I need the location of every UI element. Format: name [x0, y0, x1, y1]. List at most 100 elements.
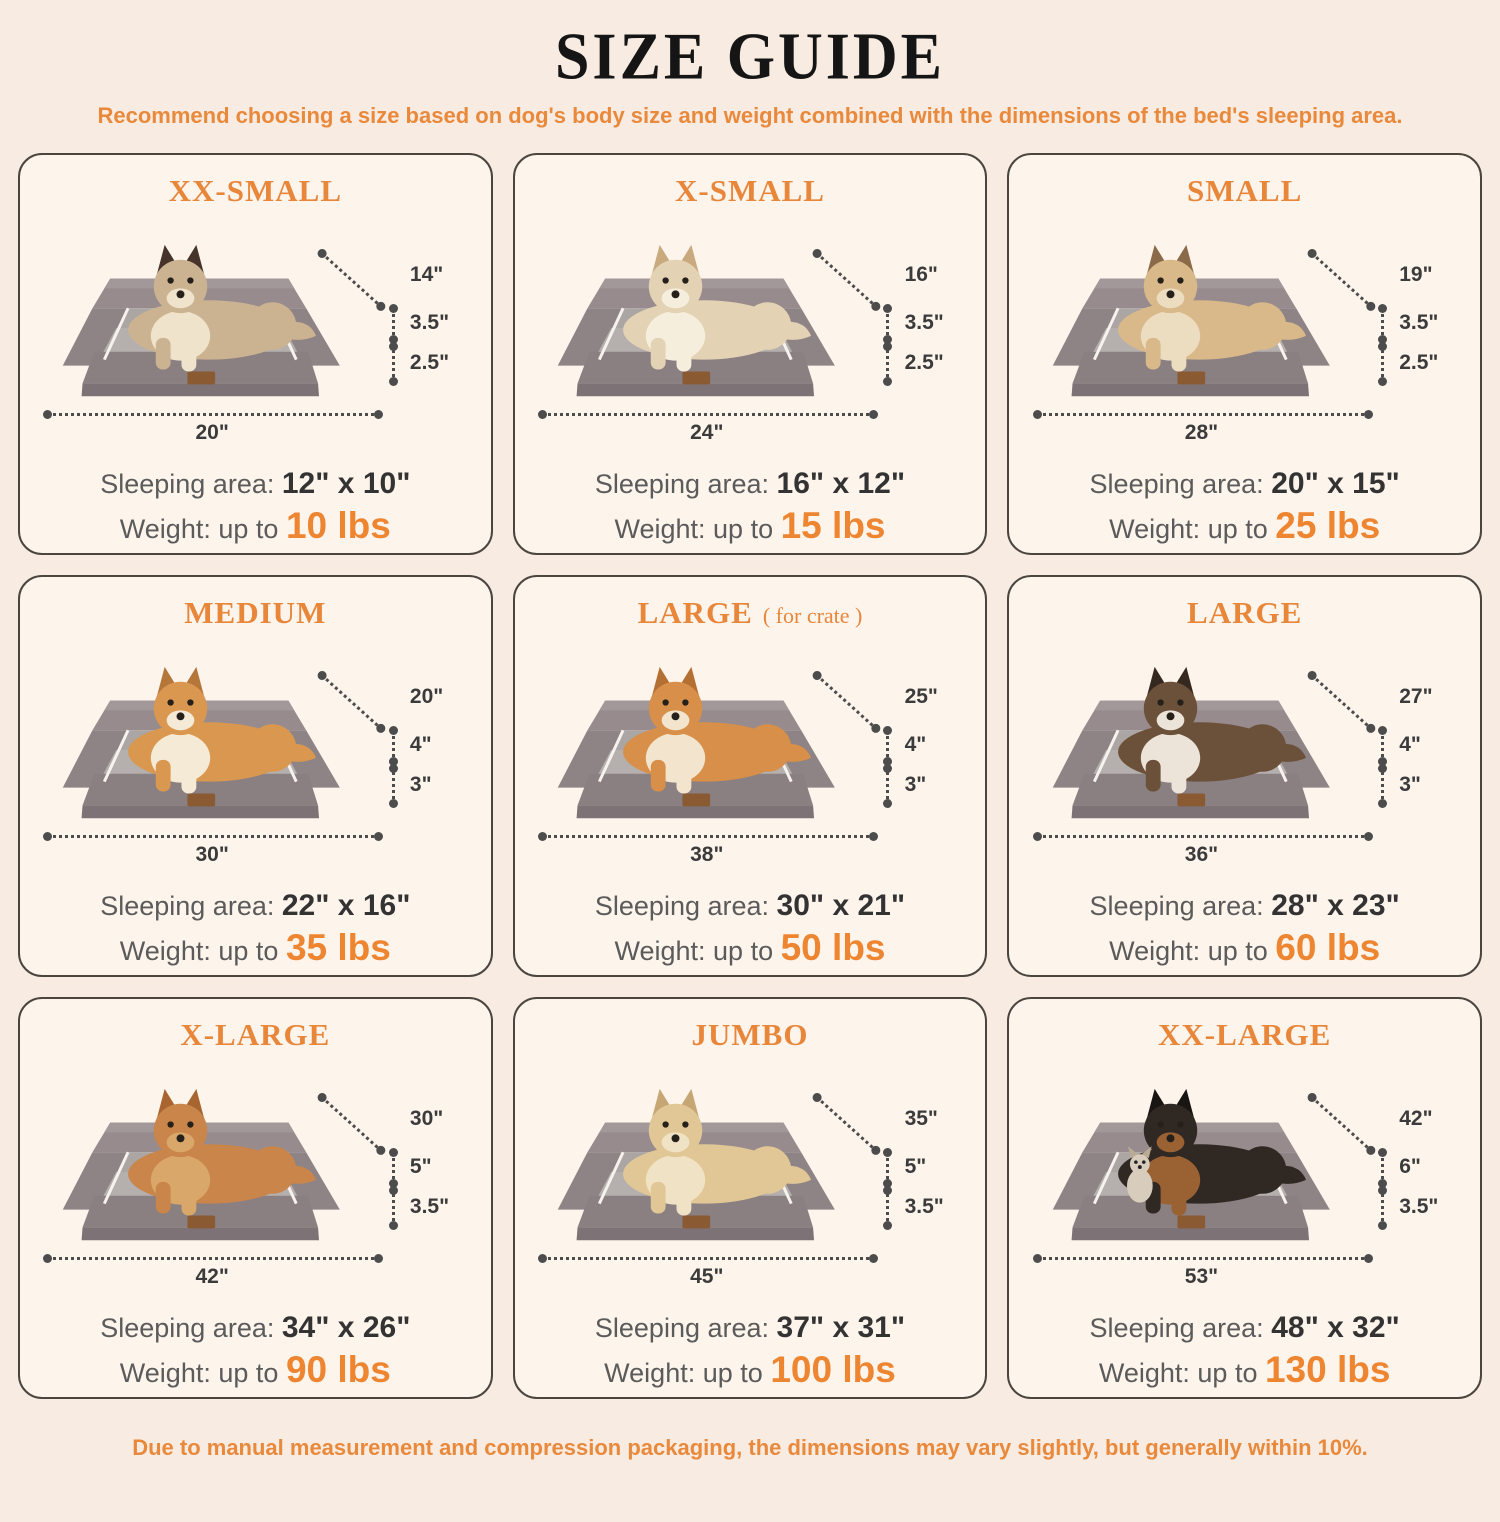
- bed-figure: 42" 6" 3.5" 53": [1017, 1055, 1472, 1303]
- width-dimension-label: 24": [690, 421, 724, 444]
- size-card: LARGE: [1007, 575, 1482, 977]
- size-card-name: XX-SMALL: [168, 173, 342, 208]
- sleeping-area-value: 16" x 12": [776, 467, 906, 500]
- sleeping-area-text: Sleeping area: 20" x 15": [1017, 467, 1472, 501]
- sleeping-area-text: Sleeping area: 22" x 16": [28, 889, 483, 923]
- upper-height-dimension-line: [883, 1148, 893, 1188]
- width-dimension-line: [537, 1254, 879, 1263]
- weight-value: 60 lbs: [1275, 927, 1381, 968]
- bed-illustration: [1052, 666, 1330, 819]
- weight-value: 130 lbs: [1264, 1349, 1391, 1390]
- lower-height-dimension-line: [883, 342, 893, 386]
- width-dimension-label: 42": [195, 1265, 229, 1288]
- size-grid: XX-SMALL: [0, 153, 1500, 1399]
- diagonal-dimension-label: 42": [1399, 1107, 1433, 1130]
- brand-patch-icon: [187, 371, 216, 385]
- upper-height-dimension-line: [883, 304, 893, 344]
- lower-height-dimension-line: [388, 342, 398, 386]
- size-card-name: XX-LARGE: [1157, 1017, 1332, 1052]
- size-card-title: SMALL: [1017, 173, 1472, 209]
- size-card-title: MEDIUM: [28, 595, 483, 631]
- width-dimension-line: [537, 410, 879, 419]
- size-card-title: X-SMALL: [523, 173, 978, 209]
- weight-up-to: up to: [218, 1358, 279, 1388]
- weight-label: Weight:: [1109, 514, 1201, 544]
- upper-height-dimension-line: [1378, 1148, 1388, 1188]
- upper-height-label: 5": [904, 1155, 927, 1178]
- width-dimension-line: [1032, 410, 1373, 419]
- french-bulldog-icon: [1117, 244, 1306, 372]
- size-card-title: LARGE: [1017, 595, 1472, 631]
- brand-patch-icon: [1177, 1215, 1205, 1229]
- sleeping-area-label: Sleeping area:: [1089, 1313, 1264, 1343]
- diagonal-dimension-label: 14": [409, 263, 444, 286]
- diagonal-dimension-label: 30": [409, 1107, 444, 1130]
- size-card: X-SMALL: [512, 153, 988, 555]
- size-card-name: SMALL: [1187, 173, 1303, 208]
- sleeping-area-text: Sleeping area: 48" x 32": [1017, 1311, 1472, 1345]
- upper-height-label: 3.5": [409, 311, 450, 334]
- sleeping-area-value: 12" x 10": [281, 467, 411, 500]
- brand-patch-icon: [1177, 371, 1205, 385]
- size-card-name: LARGE: [637, 595, 753, 630]
- lower-height-dimension-line: [1378, 342, 1388, 386]
- sleeping-area-label: Sleeping area:: [100, 891, 275, 921]
- sleeping-area-text: Sleeping area: 16" x 12": [523, 467, 978, 501]
- sleeping-area-text: Sleeping area: 12" x 10": [28, 467, 483, 501]
- corgi-icon: [128, 666, 317, 794]
- bed-illustration: [1052, 1088, 1330, 1241]
- page-footnote: Due to manual measurement and compressio…: [132, 1435, 1368, 1460]
- bed-illustration: [557, 666, 835, 819]
- bed-illustration: [63, 244, 341, 397]
- bed-illustration: [1052, 244, 1330, 397]
- weight-label: Weight:: [604, 1358, 696, 1388]
- upper-height-dimension-line: [388, 1148, 398, 1188]
- width-dimension-label: 38": [690, 843, 724, 866]
- size-card-name: X-SMALL: [675, 173, 825, 208]
- sleeping-area-value: 34" x 26": [281, 1311, 411, 1344]
- shiba-inu-icon: [623, 666, 812, 794]
- weight-text: Weight: up to 60 lbs: [1017, 927, 1472, 969]
- width-dimension-line: [1032, 1254, 1373, 1263]
- weight-label: Weight:: [614, 514, 706, 544]
- upper-height-dimension-line: [1378, 304, 1388, 344]
- sleeping-area-value: 48" x 32": [1271, 1311, 1400, 1344]
- bed-illustration: [63, 666, 341, 819]
- width-dimension-label: 36": [1184, 843, 1219, 866]
- upper-height-dimension-line: [388, 304, 398, 344]
- size-card-name: JUMBO: [691, 1017, 809, 1052]
- diagonal-dimension-label: 20": [409, 685, 444, 708]
- weight-up-to: up to: [218, 936, 279, 966]
- weight-value: 35 lbs: [285, 927, 391, 968]
- bed-figure: 30" 5" 3.5" 42": [28, 1055, 483, 1303]
- width-dimension-label: 28": [1184, 421, 1219, 444]
- size-card-note: ( for crate ): [762, 603, 863, 628]
- sleeping-area-label: Sleeping area:: [594, 469, 770, 499]
- sleeping-area-value: 28" x 23": [1271, 889, 1400, 922]
- upper-height-label: 5": [409, 1155, 432, 1178]
- diagonal-dimension-label: 25": [904, 685, 938, 708]
- sleeping-area-value: 37" x 31": [776, 1311, 906, 1344]
- bed-figure: 16" 3.5" 2.5" 24": [523, 211, 978, 459]
- weight-text: Weight: up to 10 lbs: [28, 505, 483, 547]
- lower-height-label: 2.5": [409, 351, 450, 374]
- width-dimension-label: 45": [690, 1265, 724, 1288]
- sleeping-area-label: Sleeping area:: [100, 469, 275, 499]
- size-card: XX-SMALL: [18, 153, 493, 555]
- size-card-name: X-LARGE: [180, 1017, 331, 1052]
- size-card: JUMBO: [512, 997, 988, 1399]
- diagonal-dimension-label: 19": [1399, 263, 1433, 286]
- weight-text: Weight: up to 25 lbs: [1017, 505, 1472, 547]
- width-dimension-label: 53": [1184, 1265, 1219, 1288]
- size-guide-page: SIZE GUIDE Recommend choosing a size bas…: [0, 20, 1500, 1461]
- sleeping-area-label: Sleeping area:: [1089, 891, 1264, 921]
- upper-height-label: 4": [904, 733, 927, 756]
- bed-figure: 35" 5" 3.5" 45": [523, 1055, 978, 1303]
- bed-figure: 25" 4" 3" 38": [523, 633, 978, 881]
- weight-up-to: up to: [218, 514, 279, 544]
- brand-patch-icon: [187, 793, 216, 807]
- weight-up-to: up to: [702, 1358, 763, 1388]
- bed-figure: 19" 3.5" 2.5" 28": [1017, 211, 1472, 459]
- width-dimension-label: 20": [195, 421, 229, 444]
- page-subtitle: Recommend choosing a size based on dog's…: [97, 103, 1403, 128]
